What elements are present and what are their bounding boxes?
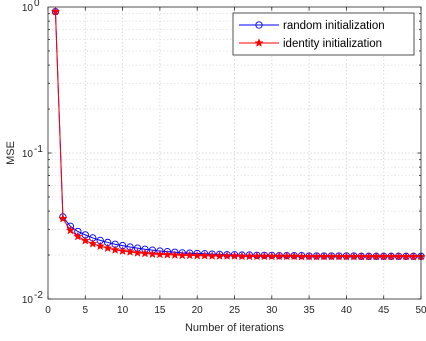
y-tick-exponent: -2: [34, 290, 43, 301]
data-point: [341, 251, 352, 261]
data-point: [371, 251, 381, 261]
x-tick-label: 45: [378, 305, 390, 316]
data-point: [88, 238, 98, 248]
data-point: [304, 251, 314, 261]
data-point: [207, 251, 217, 260]
data-point: [117, 246, 128, 256]
data-point: [199, 250, 210, 260]
data-point: [311, 251, 322, 261]
data-point: [296, 251, 307, 261]
data-point: [65, 225, 76, 235]
data-point: [379, 251, 389, 261]
data-point: [214, 251, 225, 260]
data-point: [267, 251, 277, 261]
data-point: [185, 250, 195, 260]
x-tick-label: 30: [266, 305, 278, 316]
data-point: [393, 251, 404, 261]
data-point: [349, 251, 359, 261]
data-point: [170, 250, 180, 260]
data-point: [132, 247, 143, 257]
data-point: [252, 251, 262, 261]
series-1: [50, 6, 426, 261]
legend-marker: [254, 38, 264, 47]
data-point: [229, 251, 240, 260]
data-point: [73, 231, 83, 241]
x-tick-label: 50: [415, 305, 426, 316]
data-point: [155, 249, 165, 259]
legend-box: [232, 12, 415, 56]
data-point: [147, 249, 158, 259]
data-point: [192, 250, 202, 260]
data-point: [289, 251, 299, 261]
legend-marker: [255, 21, 263, 29]
data-point: [364, 251, 374, 261]
x-tick-label: 25: [229, 305, 241, 316]
data-point: [177, 250, 187, 260]
data-point: [386, 251, 396, 261]
data-point: [125, 247, 135, 256]
y-tick-label: 10: [22, 3, 34, 14]
data-point: [244, 251, 255, 261]
x-tick-label: 15: [154, 305, 166, 316]
data-point: [408, 251, 419, 261]
data-point: [356, 251, 366, 261]
data-point: [162, 249, 173, 259]
x-tick-label: 20: [192, 305, 204, 316]
data-point: [50, 6, 61, 16]
data-point: [259, 251, 270, 261]
legend-label: random initialization: [283, 20, 385, 32]
y-tick-exponent: 0: [34, 0, 40, 9]
data-point: [222, 251, 232, 260]
data-point: [58, 213, 68, 223]
x-tick-label: 0: [45, 305, 51, 316]
data-point: [95, 241, 105, 251]
x-tick-label: 10: [117, 305, 129, 316]
data-point: [401, 251, 411, 261]
data-point: [110, 244, 120, 254]
data-point: [80, 235, 90, 245]
data-point: [274, 251, 284, 261]
data-point: [140, 248, 150, 258]
x-axis-label: Number of iterations: [185, 322, 285, 334]
data-point: [282, 251, 292, 261]
series-layer: [50, 6, 426, 261]
axes: [47, 6, 422, 300]
legend: random initialization identity initializa…: [232, 12, 415, 56]
y-tick-label: 10: [22, 295, 34, 306]
data-point: [334, 251, 344, 261]
y-tick-label: 10: [22, 149, 34, 160]
y-axis-label: MSE: [5, 141, 17, 165]
data-point: [326, 251, 337, 261]
x-tick-label: 5: [83, 305, 89, 316]
x-tick-label: 40: [341, 305, 353, 316]
x-tick-label: 35: [304, 305, 316, 316]
data-point: [319, 251, 329, 261]
data-point: [103, 243, 113, 253]
data-point: [237, 251, 247, 261]
legend-label: identity initialization: [283, 38, 382, 50]
y-tick-exponent: -1: [34, 144, 43, 155]
